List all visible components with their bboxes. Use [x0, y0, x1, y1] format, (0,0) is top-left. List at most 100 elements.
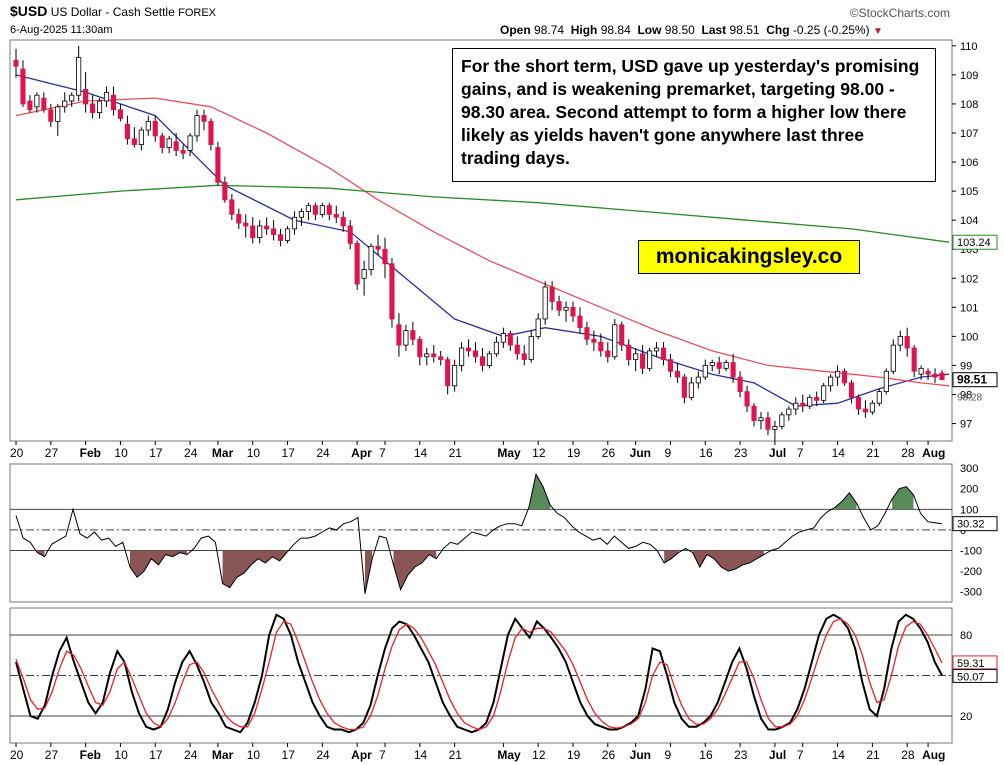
candle-body: [465, 347, 472, 352]
candle: [653, 342, 660, 357]
candle-body: [493, 341, 499, 355]
date-tick-label: 21: [866, 748, 880, 762]
cci-tick-label: 100: [960, 504, 978, 516]
date-tick-label: 20: [10, 446, 24, 460]
candle-body: [744, 391, 750, 407]
candle: [723, 359, 729, 372]
candle: [716, 356, 722, 375]
stoch-line-1: [15, 613, 943, 734]
date-tick-label: 26: [602, 446, 616, 460]
date-tick-label: 21: [449, 446, 463, 460]
candle-body: [96, 100, 103, 114]
candle: [291, 211, 298, 235]
candle-body: [368, 245, 374, 270]
date-axis: 20 27 Feb 10 17 24 Mar 10 17 24 Apr 7 14 21 May 12 19 26 J…: [10, 441, 945, 762]
price-tick-label: 101: [960, 302, 978, 314]
candle: [549, 281, 555, 311]
candle: [876, 388, 882, 407]
candle: [862, 400, 868, 418]
candle-body: [542, 286, 548, 320]
candle-body: [354, 243, 360, 285]
candle-body: [396, 324, 402, 346]
candle: [584, 321, 590, 346]
date-tick-label: 7: [379, 748, 386, 762]
candle: [674, 362, 680, 383]
candle-body: [438, 356, 444, 361]
candle-body: [807, 397, 813, 407]
candle: [605, 342, 611, 363]
candle-body: [681, 376, 687, 398]
candle: [835, 365, 841, 386]
candle: [841, 368, 848, 386]
candle-body: [41, 97, 47, 111]
candle-body: [772, 426, 778, 430]
candle-body: [166, 138, 172, 148]
candle-body: [340, 216, 346, 227]
candle-body: [138, 129, 144, 146]
candle: [347, 220, 353, 250]
candle: [76, 45, 82, 102]
price-tick-label: 98: [960, 390, 972, 402]
candle: [257, 220, 263, 244]
candle: [34, 92, 40, 113]
candle-body: [883, 370, 889, 393]
candle: [563, 301, 569, 322]
candle: [577, 307, 583, 334]
price-label: 103.24: [957, 237, 991, 249]
stoch-label-box: [952, 668, 998, 683]
candle-body: [549, 286, 555, 302]
candle-body: [382, 248, 388, 265]
candle-body: [361, 269, 367, 279]
cci-line: [15, 472, 943, 594]
candle: [284, 225, 291, 244]
candle-body: [793, 402, 799, 410]
price-panel: 9798991001011021031041051061071081091101…: [9, 39, 998, 442]
candle: [201, 109, 207, 131]
candle: [55, 103, 61, 136]
candle-body: [605, 350, 611, 358]
candle-body: [904, 335, 910, 349]
candle: [13, 48, 19, 78]
candle: [194, 109, 200, 142]
candle: [932, 368, 938, 383]
open-value: 98.74: [534, 23, 565, 37]
cci-tick-label: -100: [960, 546, 982, 558]
candle: [855, 394, 862, 415]
date-tick-label: 28: [901, 446, 915, 460]
last-label: Last: [701, 23, 727, 37]
candle: [737, 371, 743, 398]
candle: [48, 103, 54, 128]
date-tick-label: 7: [379, 446, 386, 460]
candle-body: [347, 225, 353, 244]
candle: [361, 260, 367, 296]
candle-body: [48, 109, 54, 122]
date-tick-label: 23: [734, 748, 748, 762]
candle-body: [90, 103, 96, 114]
date-tick-label: Jun: [630, 748, 651, 762]
candle-body: [173, 141, 179, 151]
candle-body: [932, 373, 938, 378]
candle-body: [13, 59, 19, 67]
candle-body: [577, 315, 583, 329]
candle-body: [674, 370, 680, 378]
candle: [556, 295, 562, 317]
candle-body: [591, 338, 597, 343]
candle-body: [598, 341, 604, 352]
candle: [814, 391, 820, 407]
down-arrow-icon: ▼: [872, 26, 883, 37]
candle: [695, 371, 701, 389]
date-tick-label: 19: [567, 446, 581, 460]
candle: [647, 348, 653, 372]
date-tick-label: 24: [184, 748, 198, 762]
candle: [904, 327, 910, 357]
candle-body: [117, 109, 123, 119]
candle: [278, 228, 284, 247]
candle-body: [76, 57, 82, 96]
candle: [298, 208, 305, 226]
price-label-box: [952, 234, 998, 250]
candle-body: [716, 362, 722, 369]
candle: [417, 336, 423, 366]
candle: [486, 350, 493, 369]
candle-body: [69, 94, 75, 102]
